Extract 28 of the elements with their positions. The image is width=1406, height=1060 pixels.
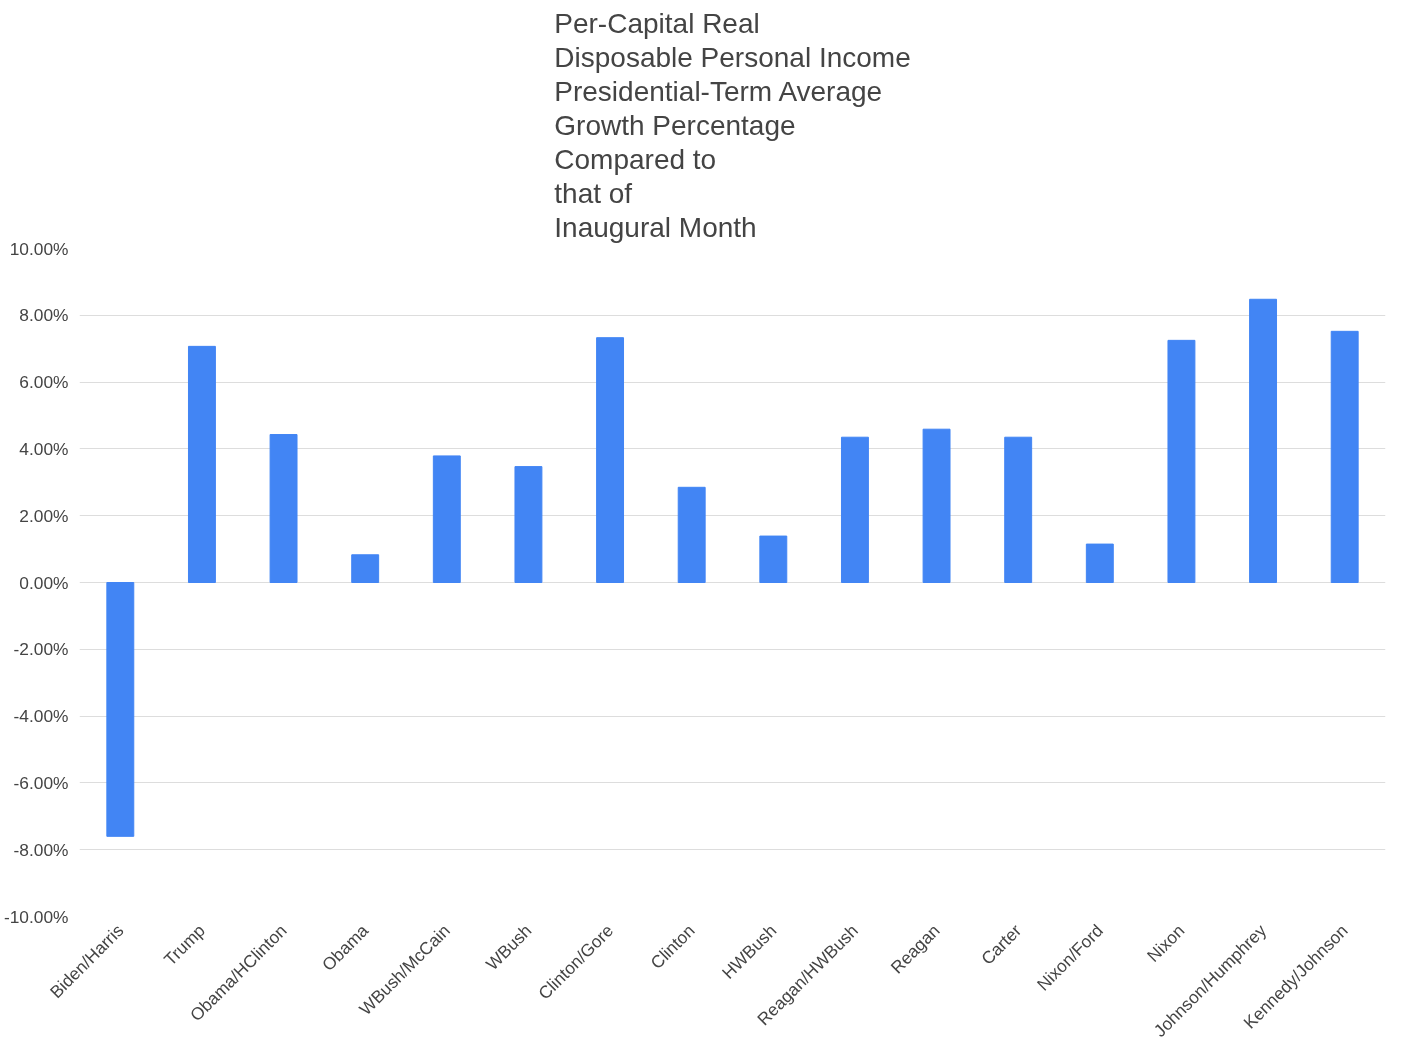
chart-title: Per-Capital Real Disposable Personal Income Presidential-Term Average Growth Percentage Compared to that of Inaugural Month bbox=[554, 7, 911, 244]
y-tick-label: 6.00% bbox=[19, 372, 69, 393]
bar bbox=[1004, 436, 1033, 583]
bar bbox=[1330, 330, 1359, 583]
y-tick-label: 0.00% bbox=[19, 572, 69, 593]
bar bbox=[106, 582, 135, 837]
y-tick-label: -4.00% bbox=[13, 706, 69, 727]
bar bbox=[269, 434, 298, 583]
bar bbox=[187, 345, 216, 583]
bar bbox=[1085, 543, 1114, 583]
bar bbox=[840, 436, 869, 583]
bar bbox=[759, 535, 788, 583]
bar bbox=[1249, 298, 1278, 583]
y-tick-label: -8.00% bbox=[13, 839, 69, 860]
bar bbox=[514, 466, 543, 583]
y-tick-label: 8.00% bbox=[19, 305, 69, 326]
bar bbox=[1167, 339, 1196, 583]
bar bbox=[922, 428, 951, 583]
y-tick-label: -2.00% bbox=[13, 639, 69, 660]
bar bbox=[351, 554, 380, 583]
bar bbox=[432, 455, 461, 583]
y-tick-label: -10.00% bbox=[3, 906, 69, 927]
bar bbox=[677, 486, 706, 583]
y-tick-label: 2.00% bbox=[19, 505, 69, 526]
bar bbox=[596, 337, 625, 583]
y-tick-label: -6.00% bbox=[13, 772, 69, 793]
y-tick-label: 10.00% bbox=[9, 238, 69, 259]
y-tick-label: 4.00% bbox=[19, 438, 69, 459]
